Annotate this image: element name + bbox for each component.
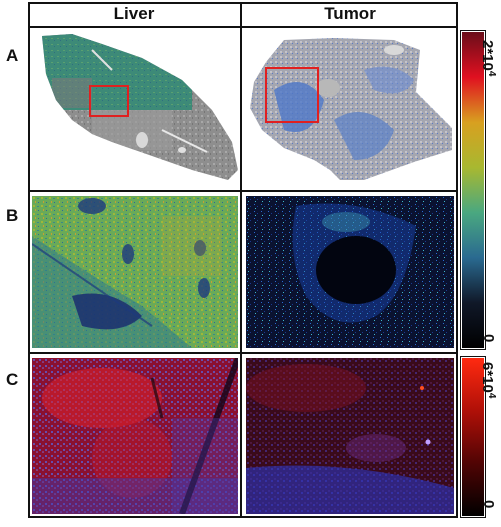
colorbar-top-min-label: 0 — [480, 334, 497, 343]
colorbar-bottom-frame — [460, 356, 486, 518]
column-divider — [240, 2, 242, 518]
liver-zoom-heatmap — [32, 196, 238, 348]
header-divider — [28, 26, 458, 28]
column-header-liver: Liver — [113, 4, 155, 23]
liver-roi-box — [89, 85, 129, 117]
row-label-a: A — [6, 46, 19, 65]
row-label-c: C — [6, 370, 19, 389]
colorbar-top-max-label: 2*104 — [479, 40, 497, 77]
tumor-whole-slide-image — [250, 38, 452, 180]
tumor-zoom-heatmap — [246, 196, 454, 348]
row-divider-ab — [28, 190, 458, 192]
figure-frame — [28, 2, 458, 518]
liver-whole-slide-image — [42, 34, 238, 180]
tumor-roi-box — [265, 67, 319, 123]
colorbar-top — [462, 32, 484, 348]
colorbar-bottom-max-label: 6*104 — [479, 362, 497, 399]
row-divider-bc — [28, 352, 458, 354]
row-label-b: B — [6, 206, 19, 225]
liver-fluorescence-image — [32, 358, 238, 514]
colorbar-bottom — [462, 358, 484, 516]
colorbar-top-frame — [460, 30, 486, 350]
colorbar-bottom-min-label: 0 — [480, 500, 497, 509]
column-header-tumor: Tumor — [324, 4, 376, 23]
tumor-fluorescence-image — [246, 358, 454, 514]
